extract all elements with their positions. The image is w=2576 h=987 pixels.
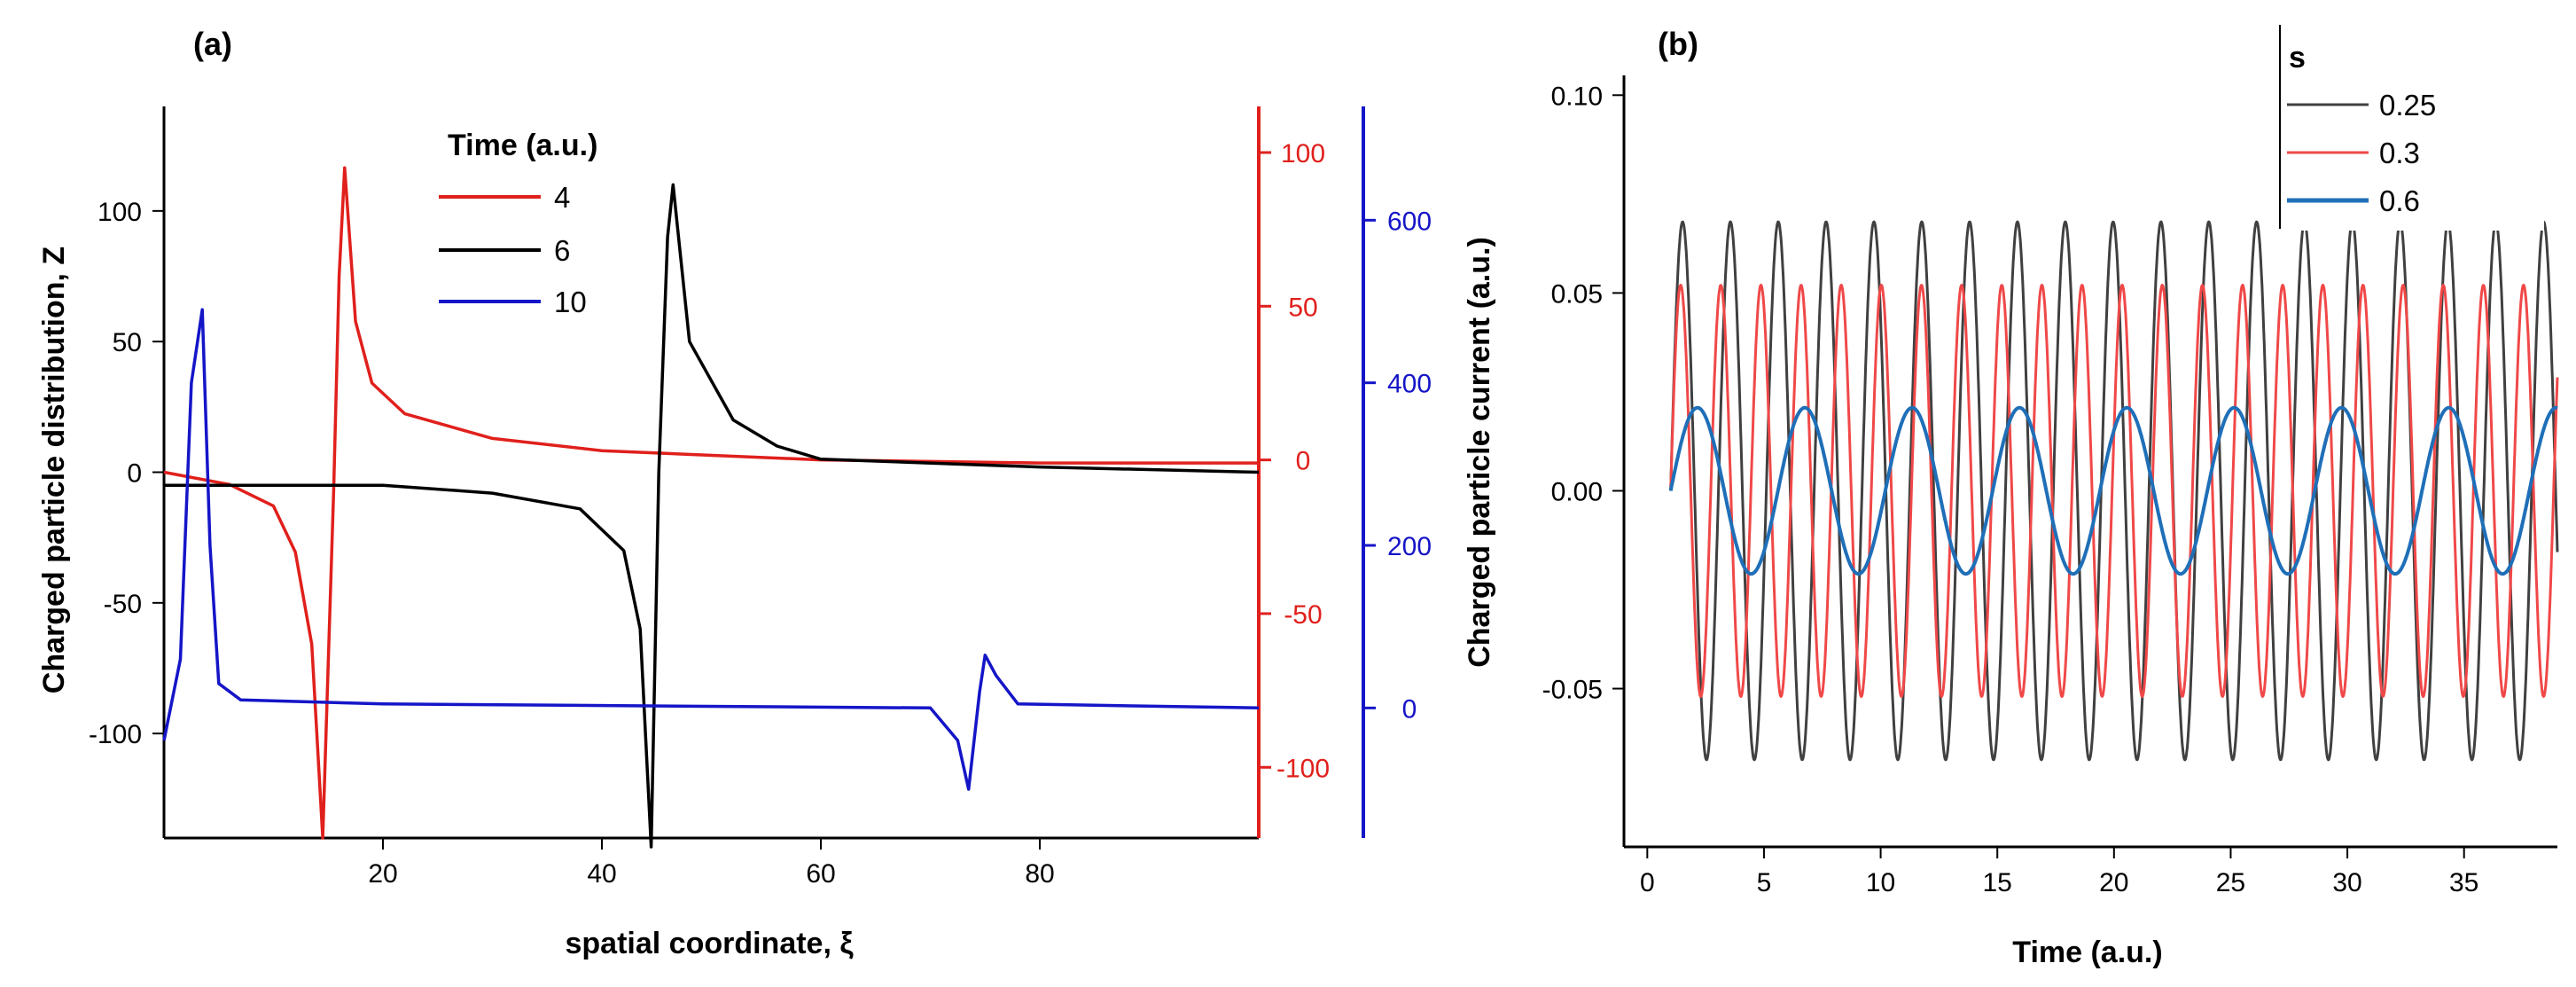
panel-a-legend-title: Time (a.u.) (448, 129, 597, 162)
legend-label-6: 6 (554, 234, 570, 267)
panel-a-y-tick-label: -100 (89, 720, 142, 749)
legend-label-10: 10 (554, 286, 587, 318)
panel-b-x-axis-title: Time (a.u.) (2012, 936, 2162, 969)
panel-b-y-axis-title: Charged particle current (a.u.) (1463, 237, 1496, 668)
panel-a-y-tick-label: 0 (127, 459, 142, 489)
legend-label-0.6: 0.6 (2379, 184, 2420, 217)
panel-b-y-tick-label: 0.00 (1551, 477, 1603, 506)
panel-a-series-6 (164, 183, 1260, 849)
panel-b-x-tick-label: 25 (2216, 868, 2245, 897)
panel-b-legend-bg (2278, 25, 2544, 231)
legend-label-0.3: 0.3 (2379, 137, 2420, 169)
panel-a-x-axis-title: spatial coordinate, ξ (566, 927, 855, 960)
panel-a-blue-tick-label: 600 (1387, 207, 1432, 236)
panel-b: (b) 0 5 10 15 20 25 30 35 0.10 0.05 0.00 -0.05 Tim… (1463, 25, 2559, 969)
panel-b-legend-title: s (2289, 41, 2306, 74)
legend-label-4: 4 (554, 181, 570, 214)
panel-b-label: (b) (1658, 26, 1698, 62)
panel-a-y-tick-label: 50 (113, 328, 142, 357)
panel-a-y-tick-label: -50 (104, 590, 142, 619)
panel-b-y-tick-label: 0.05 (1551, 279, 1603, 309)
panel-a-x-tick-label: 40 (587, 859, 616, 889)
panel-a-blue-tick-label: 0 (1402, 694, 1417, 724)
panel-a-red-tick-label: -100 (1276, 754, 1330, 783)
panel-b-x-tick-label: 35 (2449, 868, 2478, 897)
panel-a-y-tick-label: 100 (98, 198, 142, 227)
panel-a-series-10 (162, 308, 1260, 791)
panel-b-x-tick-label: 15 (1983, 868, 2012, 897)
legend-label-0.25: 0.25 (2379, 89, 2436, 121)
panel-b-x-tick-label: 5 (1757, 868, 1772, 897)
panel-b-series-0.6 (1668, 405, 2559, 576)
panel-a-red-tick-label: 0 (1296, 447, 1311, 476)
panel-a-blue-tick-label: 400 (1387, 370, 1432, 399)
panel-a-red-tick-label: 100 (1281, 139, 1325, 168)
panel-b-x-tick-label: 10 (1866, 868, 1895, 897)
panel-a-blue-tick-label: 200 (1387, 532, 1432, 561)
panel-a-label: (a) (193, 26, 232, 62)
panel-b-y-tick-label: 0.10 (1551, 82, 1603, 111)
panel-a-red-tick-label: -50 (1284, 600, 1322, 630)
panel-a-x-tick-label: 60 (806, 859, 835, 889)
panel-a-series-4 (163, 166, 1259, 840)
panel-b-x-tick-label: 20 (2099, 868, 2128, 897)
panel-a-red-tick-label: 50 (1288, 293, 1317, 322)
panel-b-x-tick-label: 0 (1640, 868, 1655, 897)
panel-b-y-tick-label: -0.05 (1542, 676, 1603, 705)
panel-b-x-tick-label: 30 (2332, 868, 2361, 897)
panel-a-x-tick-label: 20 (368, 859, 397, 889)
panel-b-legend: s 0.25 0.3 0.6 (2278, 25, 2544, 231)
panel-a-x-tick-label: 80 (1025, 859, 1054, 889)
panel-a-y-axis-title: Charged particle distribution, Z (37, 247, 71, 693)
panel-a-legend: Time (a.u.) 4 6 10 (439, 129, 597, 318)
panel-b-series-0.3 (1669, 284, 2559, 698)
